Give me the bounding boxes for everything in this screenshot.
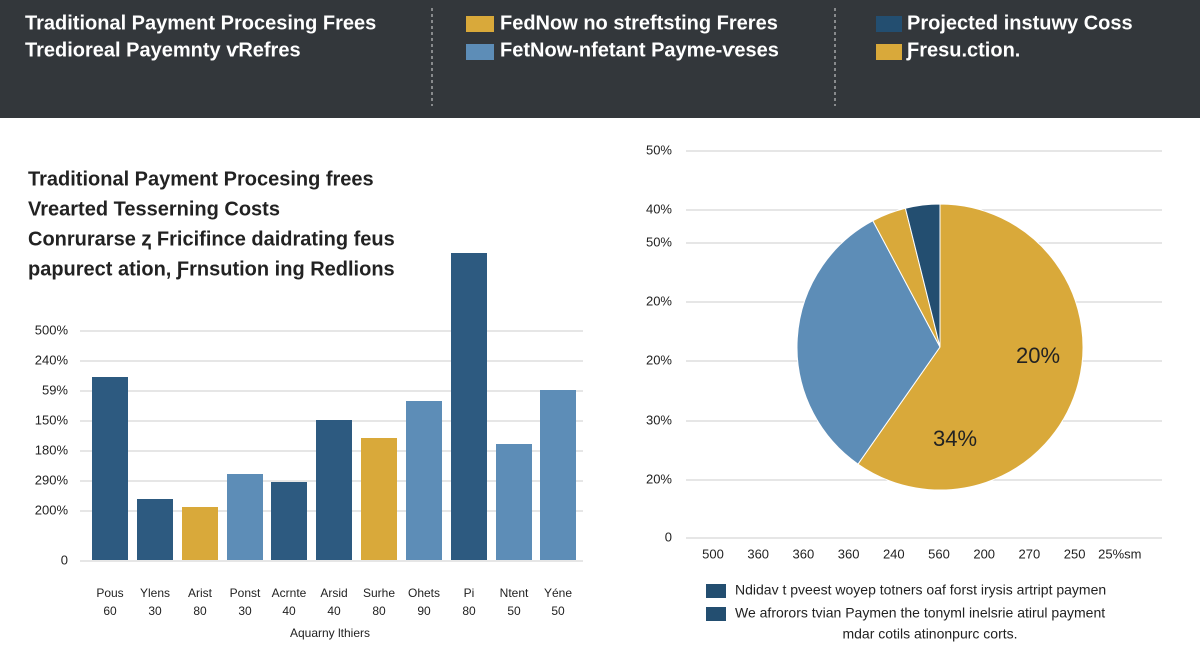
y-label: 50%	[646, 234, 672, 249]
bar	[540, 390, 576, 560]
header-text: Ƒresu.ction.	[906, 39, 1020, 61]
panel-title: Conrurarse ⱬ Fricifince daidrating feus	[28, 228, 395, 250]
category-value: 30	[148, 604, 162, 618]
pie-slice	[904, 203, 941, 348]
panels: Traditional Payment Procesing frees Vrear…	[28, 142, 1162, 642]
category-label: Ntent	[500, 586, 529, 600]
category-value: 60	[103, 604, 117, 618]
y-label: 240%	[35, 352, 69, 367]
y-label: 40%	[646, 201, 672, 216]
category-label: Acrnte	[272, 586, 307, 600]
y-label: 20%	[646, 352, 672, 367]
category-value: 90	[417, 604, 431, 618]
legend-swatch	[706, 607, 726, 621]
bar	[137, 499, 173, 560]
bar	[361, 438, 397, 560]
bar	[92, 377, 128, 560]
header-text: Traditional Payment Procesing Frees	[25, 12, 376, 34]
panel-title: papurect ation, Ƒrnsution ing Redlions	[28, 258, 395, 280]
pie-label: 20%	[1016, 343, 1060, 368]
category-value: 80	[372, 604, 386, 618]
y-label: 30%	[646, 412, 672, 427]
x-label: 240	[883, 546, 905, 561]
panel-title: Vrearted Tesserning Costs	[28, 198, 280, 220]
y-label: 150%	[35, 412, 69, 427]
category-label: Yéne	[544, 586, 572, 600]
x-label: 360	[747, 546, 769, 561]
y-label: 59%	[42, 382, 68, 397]
y-label: 0	[665, 529, 672, 544]
header-text: FedNow no streftsting Freres	[500, 12, 778, 34]
x-label: 25%ѕm	[1098, 546, 1141, 561]
category-value: 40	[282, 604, 296, 618]
y-label: 200%	[35, 502, 69, 517]
header-band	[0, 0, 1200, 118]
bar	[182, 507, 218, 560]
bar	[451, 253, 487, 560]
category-value: 50	[507, 604, 521, 618]
header-text: Tredioreal Payemnty ⱱRefres	[25, 39, 301, 61]
x-label: 270	[1019, 546, 1041, 561]
pie-slice	[796, 220, 941, 465]
legend-swatch	[466, 16, 494, 32]
category-value: 40	[327, 604, 341, 618]
header-text: Projected instuwy Coss	[907, 12, 1133, 34]
axis-title: Aquarny lthiers	[290, 626, 370, 640]
x-label: 360	[838, 546, 860, 561]
header-text: FetNow-nfetant Payme-ⱱeses	[500, 39, 779, 61]
bar	[496, 444, 532, 560]
category-value: 50	[551, 604, 565, 618]
legend-swatch	[706, 584, 726, 598]
category-label: Pi	[464, 586, 475, 600]
panel-title: Traditional Payment Procesing frees	[28, 168, 374, 190]
pie-slice	[857, 203, 1084, 491]
category-value: 30	[238, 604, 252, 618]
x-label: 200	[973, 546, 995, 561]
category-label: Pous	[96, 586, 123, 600]
legend-text: Ndidav t pveest woyep totners oaf forst …	[735, 582, 1106, 598]
y-label: 500%	[35, 322, 69, 337]
bar	[271, 482, 307, 560]
y-label: 20%	[646, 293, 672, 308]
bar	[316, 420, 352, 560]
pie-label: 34%	[933, 426, 977, 451]
y-label: 290%	[35, 472, 69, 487]
category-label: Ponst	[230, 586, 261, 600]
y-label: 0	[61, 552, 68, 567]
category-label: Ohets	[408, 586, 440, 600]
category-label: Ylens	[140, 586, 170, 600]
category-value: 80	[462, 604, 476, 618]
category-value: 80	[193, 604, 207, 618]
y-label: 50%	[646, 142, 672, 157]
category-label: Arsid	[320, 586, 347, 600]
category-label: Surhe	[363, 586, 395, 600]
y-label: 180%	[35, 442, 69, 457]
legend-text: mdar cotils atinonpurc corts.	[842, 626, 1017, 642]
y-label: 20%	[646, 471, 672, 486]
legend-text: We afrorors tvian Paymen the tonyml inel…	[735, 605, 1105, 621]
legend-swatch	[466, 44, 494, 60]
category-label: Arist	[188, 586, 213, 600]
legend-swatch	[876, 44, 902, 60]
bar	[227, 474, 263, 560]
x-label: 250	[1064, 546, 1086, 561]
x-label: 560	[928, 546, 950, 561]
legend-swatch	[876, 16, 902, 32]
x-label: 500	[702, 546, 724, 561]
x-label: 360	[793, 546, 815, 561]
bar	[406, 401, 442, 560]
